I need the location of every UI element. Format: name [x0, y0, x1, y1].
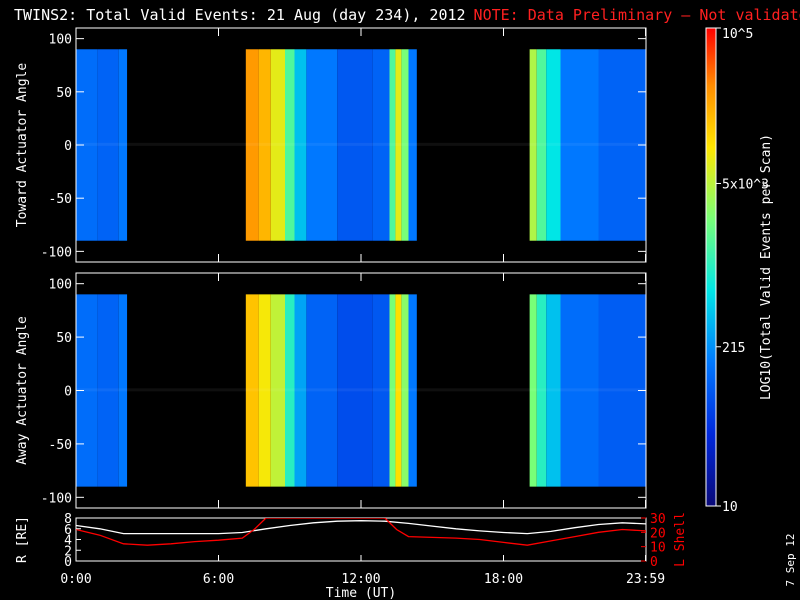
toward-data-column	[372, 49, 390, 241]
toward-data-column	[118, 49, 128, 241]
orbit-left-tick-label: 0	[64, 555, 72, 570]
time-tick-label: 18:00	[484, 572, 523, 587]
toward-data-column	[529, 49, 537, 241]
orbit-left-tick-label: 6	[64, 523, 72, 538]
toward-ytick-label: 100	[49, 33, 72, 48]
toward-ytick-label: 0	[64, 139, 72, 154]
away-ytick-label: 0	[64, 385, 72, 400]
time-tick-label: 23:59	[626, 572, 665, 587]
toward-ytick-label: 50	[56, 86, 72, 101]
toward-data-column	[389, 49, 396, 241]
colorbar: 10 215 5x10^3 10^5 LOG10(Total Valid Events …	[705, 27, 774, 515]
away-ytick-label: 100	[49, 278, 72, 293]
plot-title: TWINS2: Total Valid Events: 21 Aug (day …	[14, 6, 466, 24]
colorbar-tick-label: 215	[722, 341, 745, 356]
away-data-column	[529, 294, 537, 487]
preliminary-note: NOTE: Data Preliminary — Not validated	[473, 6, 800, 24]
away-data-column	[560, 294, 599, 487]
toward-data-column	[306, 49, 338, 241]
away-heatmap-panel: 100 50 0 -50 -100 Away Actuator Angle	[15, 272, 647, 509]
colorbar-label: LOG10(Total Valid Events per Scan)	[759, 134, 774, 400]
away-data-column	[258, 294, 271, 487]
away-ytick-label: 50	[56, 331, 72, 346]
time-axis-label: Time (UT)	[326, 586, 396, 600]
colorbar-gradient	[705, 27, 717, 507]
time-tick-label: 6:00	[203, 572, 234, 587]
time-tick-label: 0:00	[60, 572, 91, 587]
toward-data-column	[546, 49, 561, 241]
title-bar: TWINS2: Total Valid Events: 21 Aug (day …	[14, 6, 800, 24]
colorbar-tick-label: 5x10^3	[722, 177, 769, 192]
orbit-right-tick-label: 0	[650, 555, 658, 570]
r-axis-label: R [RE]	[15, 516, 30, 563]
away-data-column	[372, 294, 390, 487]
away-ylabel: Away Actuator Angle	[15, 316, 30, 465]
away-ytick-label: -50	[49, 438, 72, 453]
away-data-column	[245, 294, 259, 487]
toward-data-column	[76, 49, 98, 241]
toward-data-column	[245, 49, 259, 241]
away-data-column	[408, 294, 417, 487]
orbit-left-tick-label: 8	[64, 512, 72, 527]
toward-data-column	[258, 49, 271, 241]
toward-ytick-label: -100	[41, 245, 72, 260]
toward-data-column	[337, 49, 373, 241]
away-data-column	[76, 294, 98, 487]
away-data-column	[294, 294, 307, 487]
away-data-column	[536, 294, 547, 487]
toward-data-column	[294, 49, 307, 241]
toward-ylabel: Toward Actuator Angle	[15, 63, 30, 228]
away-ytick-label: -100	[41, 491, 72, 506]
away-data-column	[401, 294, 409, 487]
toward-data-column	[285, 49, 295, 241]
date-stamp: 7 Sep 12	[784, 534, 797, 587]
toward-data-column	[395, 49, 402, 241]
l-shell-line	[76, 518, 646, 546]
colorbar-tick-label: 10^5	[722, 27, 753, 42]
toward-data-column	[536, 49, 547, 241]
lshell-axis-label: L Shell	[673, 512, 688, 567]
toward-data-column	[560, 49, 599, 241]
away-data-column	[389, 294, 396, 487]
orbit-right-tick-label: 30	[650, 512, 666, 527]
time-tick-label: 12:00	[341, 572, 380, 587]
orbit-left-tick-label: 2	[64, 544, 72, 559]
away-data-column	[337, 294, 373, 487]
toward-data-column	[270, 49, 285, 241]
away-data-column	[285, 294, 295, 487]
away-data-column	[97, 294, 119, 487]
away-zero-band	[76, 388, 646, 392]
toward-ytick-label: -50	[49, 192, 72, 207]
orbit-left-tick-label: 4	[64, 534, 72, 549]
toward-data-column	[408, 49, 417, 241]
r-distance-line	[76, 520, 646, 535]
orbit-right-tick-label: 10	[650, 541, 666, 556]
orbit-right-tick-label: 20	[650, 526, 666, 541]
away-data-column	[306, 294, 338, 487]
away-data-column	[395, 294, 402, 487]
away-data-column	[118, 294, 128, 487]
toward-heatmap-panel: 100 50 0 -50 -100 Toward Actuator Angle	[15, 27, 647, 263]
toward-data-column	[401, 49, 409, 241]
away-data-column	[270, 294, 285, 487]
toward-zero-band	[76, 142, 646, 146]
toward-data-column	[97, 49, 119, 241]
colorbar-tick-label: 10	[722, 500, 738, 515]
away-data-column	[546, 294, 561, 487]
